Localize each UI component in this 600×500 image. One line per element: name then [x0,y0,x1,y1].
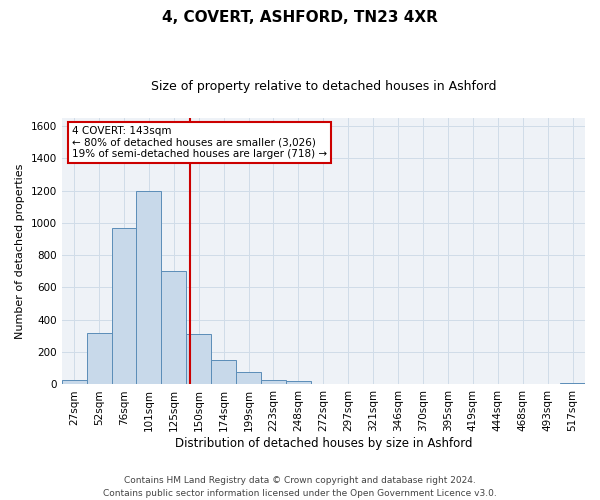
Text: Contains HM Land Registry data © Crown copyright and database right 2024.
Contai: Contains HM Land Registry data © Crown c… [103,476,497,498]
Title: Size of property relative to detached houses in Ashford: Size of property relative to detached ho… [151,80,496,93]
X-axis label: Distribution of detached houses by size in Ashford: Distribution of detached houses by size … [175,437,472,450]
Bar [236,372,261,384]
Text: 4, COVERT, ASHFORD, TN23 4XR: 4, COVERT, ASHFORD, TN23 4XR [162,10,438,25]
Text: 4 COVERT: 143sqm
← 80% of detached houses are smaller (3,026)
19% of semi-detach: 4 COVERT: 143sqm ← 80% of detached house… [72,126,327,159]
Bar [136,192,161,384]
Bar [112,228,136,384]
Bar [86,332,112,384]
Bar [161,272,186,384]
Bar [560,383,585,384]
Bar [286,381,311,384]
Bar [211,360,236,384]
Y-axis label: Number of detached properties: Number of detached properties [15,164,25,339]
Bar [186,334,211,384]
Bar [261,380,286,384]
Bar [62,380,86,384]
